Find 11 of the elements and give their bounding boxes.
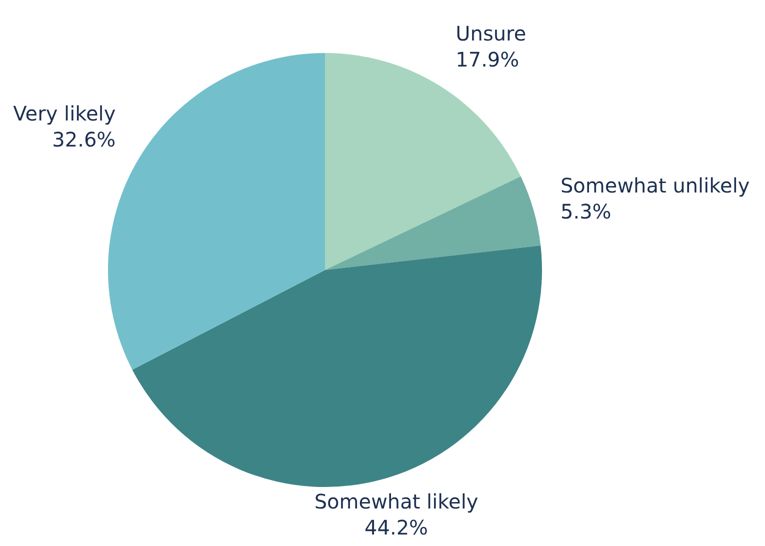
data-label: 5.3%	[560, 199, 612, 224]
pie-slice	[325, 53, 521, 270]
slice-label: Somewhat unlikely	[560, 173, 750, 198]
data-label: 17.9%	[456, 48, 520, 72]
data-label: 44.2%	[364, 515, 428, 540]
slice-label: Very likely	[13, 102, 116, 126]
slice-label: Somewhat likely	[314, 489, 478, 514]
pie-slice	[132, 246, 542, 487]
pie-slice	[325, 176, 541, 270]
data-label: 32.6%	[52, 128, 116, 152]
slice-label: Unsure	[456, 22, 526, 46]
